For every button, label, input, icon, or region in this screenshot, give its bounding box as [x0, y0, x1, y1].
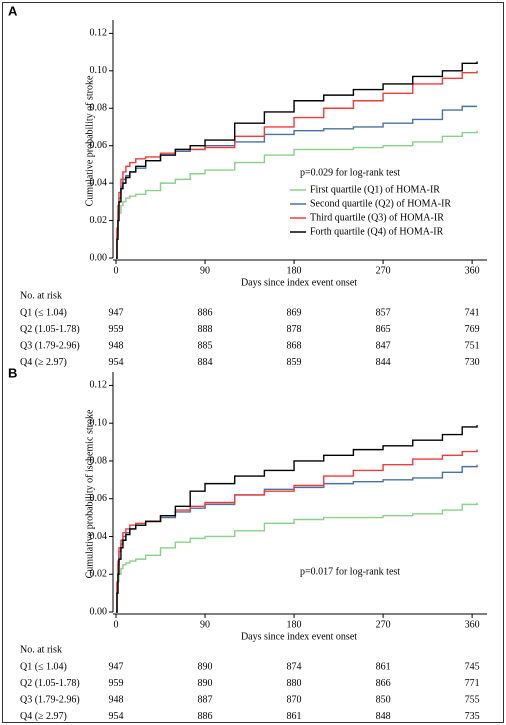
- risk-row-label: Q3 (1.79-2.96): [20, 694, 80, 705]
- y-tick-label: 0.12: [90, 28, 108, 39]
- x-tick-label: 0: [114, 619, 119, 630]
- y-axis-title: Cumulative probability of stroke: [84, 75, 95, 206]
- risk-value: 887: [198, 694, 213, 705]
- risk-value: 755: [465, 694, 480, 705]
- x-tick-label: 90: [200, 619, 210, 630]
- y-axis-title: Cumulative probability of ischemic strok…: [84, 409, 95, 578]
- risk-value: 947: [109, 661, 124, 672]
- x-tick-label: 360: [465, 619, 480, 630]
- y-tick-label: 0.06: [90, 493, 108, 504]
- y-tick-label: 0.02: [90, 215, 108, 226]
- risk-value: 954: [109, 357, 124, 368]
- y-tick-label: 0.10: [90, 417, 108, 428]
- y-tick-label: 0.02: [90, 569, 108, 580]
- curve: [116, 425, 478, 613]
- risk-value: 868: [287, 340, 302, 351]
- risk-value: 847: [376, 340, 391, 351]
- risk-value: 866: [376, 678, 391, 689]
- risk-value: 869: [287, 307, 302, 318]
- x-axis-title: Days since index event onset: [241, 631, 357, 642]
- risk-value: 880: [287, 678, 302, 689]
- y-tick-label: 0.00: [90, 252, 108, 263]
- risk-value: 948: [109, 340, 124, 351]
- risk-row-label: Q2 (1.05-1.78): [20, 678, 80, 689]
- x-axis-title: Days since index event onset: [241, 277, 357, 288]
- risk-row-label: Q2 (1.05-1.78): [20, 324, 80, 335]
- legend-label: Second quartile (Q2) of HOMA-IR: [310, 198, 451, 209]
- curve: [116, 130, 478, 259]
- legend-label: Forth quartile (Q4) of HOMA-IR: [310, 226, 444, 237]
- risk-value: 769: [465, 324, 480, 335]
- y-tick-label: 0.08: [90, 103, 108, 114]
- x-tick-label: 180: [287, 619, 302, 630]
- y-tick-label: 0.12: [90, 380, 108, 391]
- risk-value: 844: [376, 357, 391, 368]
- curve: [116, 61, 478, 259]
- panel-label: A: [8, 3, 18, 18]
- risk-value: 886: [198, 307, 213, 318]
- risk-value: 861: [376, 661, 391, 672]
- risk-value: 954: [109, 711, 124, 722]
- x-tick-label: 360: [465, 265, 480, 276]
- risk-value: 859: [287, 357, 302, 368]
- x-tick-label: 270: [376, 619, 391, 630]
- risk-value: 865: [376, 324, 391, 335]
- risk-value: 888: [198, 324, 213, 335]
- y-tick-label: 0.04: [90, 177, 108, 188]
- risk-row-label: Q4 (≥ 2.97): [20, 711, 67, 722]
- y-tick-label: 0.06: [90, 140, 108, 151]
- risk-value: 959: [109, 678, 124, 689]
- risk-row-label: Q1 (≤ 1.04): [20, 307, 67, 318]
- risk-value: 751: [465, 340, 480, 351]
- panel-label: B: [8, 365, 17, 380]
- risk-row-label: Q4 (≥ 2.97): [20, 357, 67, 368]
- risk-value: 848: [376, 711, 391, 722]
- risk-value: 947: [109, 307, 124, 318]
- risk-value: 870: [287, 694, 302, 705]
- risk-row-label: Q1 (≤ 1.04): [20, 661, 67, 672]
- risk-value: 874: [287, 661, 302, 672]
- curve: [116, 464, 478, 613]
- annotation: p=0.029 for log-rank test: [300, 167, 400, 178]
- risk-value: 745: [465, 661, 480, 672]
- risk-value: 890: [198, 678, 213, 689]
- risk-value: 884: [198, 357, 213, 368]
- x-tick-label: 90: [200, 265, 210, 276]
- risk-table-title: No. at risk: [20, 290, 62, 301]
- y-tick-label: 0.10: [90, 65, 108, 76]
- risk-value: 959: [109, 324, 124, 335]
- risk-value: 948: [109, 694, 124, 705]
- risk-value: 735: [465, 711, 480, 722]
- y-tick-label: 0.08: [90, 455, 108, 466]
- x-tick-label: 270: [376, 265, 391, 276]
- curve: [116, 449, 478, 613]
- y-tick-label: 0.00: [90, 606, 108, 617]
- risk-value: 878: [287, 324, 302, 335]
- risk-row-label: Q3 (1.79-2.96): [20, 340, 80, 351]
- x-tick-label: 180: [287, 265, 302, 276]
- risk-value: 771: [465, 678, 480, 689]
- annotation: p=0.017 for log-rank test: [300, 566, 400, 577]
- risk-value: 861: [287, 711, 302, 722]
- risk-value: 886: [198, 711, 213, 722]
- risk-value: 741: [465, 307, 480, 318]
- x-tick-label: 0: [114, 265, 119, 276]
- risk-value: 890: [198, 661, 213, 672]
- y-tick-label: 0.04: [90, 531, 108, 542]
- risk-table-title: No. at risk: [20, 644, 62, 655]
- risk-value: 730: [465, 357, 480, 368]
- risk-value: 857: [376, 307, 391, 318]
- legend-label: Third quartile (Q3) of HOMA-IR: [310, 212, 444, 223]
- risk-value: 885: [198, 340, 213, 351]
- curve: [116, 502, 478, 613]
- risk-value: 850: [376, 694, 391, 705]
- legend-label: First quartile (Q1) of HOMA-IR: [310, 184, 440, 195]
